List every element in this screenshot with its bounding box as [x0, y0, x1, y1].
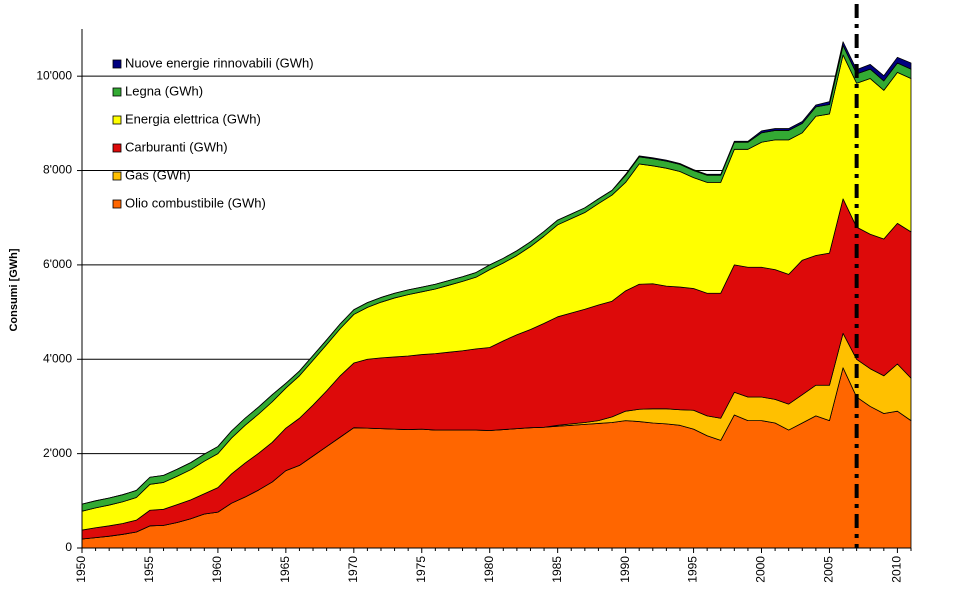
- legend-label: Carburanti (GWh): [125, 139, 228, 154]
- legend-label: Gas (GWh): [125, 167, 191, 182]
- legend-label: Energia elettrica (GWh): [125, 111, 261, 126]
- y-tick-label: 2'000: [43, 446, 72, 460]
- x-tick-label: 2005: [822, 556, 836, 583]
- legend-swatch: [112, 199, 122, 209]
- x-tick-label: 1960: [210, 556, 224, 583]
- legend-swatch: [112, 59, 122, 69]
- x-tick-label: 1970: [346, 556, 360, 583]
- x-tick-label: 1950: [74, 556, 88, 583]
- y-tick-label: 0: [65, 540, 72, 554]
- x-tick-label: 1955: [142, 556, 156, 583]
- y-axis-label: Consumi [GWh]: [8, 248, 20, 331]
- legend-swatch: [112, 171, 122, 181]
- legend-label: Legna (GWh): [125, 83, 203, 98]
- legend-swatch: [112, 143, 122, 153]
- x-tick-label: 2010: [890, 556, 904, 583]
- legend-label: Olio combustibile (GWh): [125, 195, 266, 210]
- x-tick-label: 1995: [686, 556, 700, 583]
- legend-label: Nuove energie rinnovabili (GWh): [125, 55, 314, 70]
- y-tick-label: 8'000: [43, 163, 72, 177]
- y-tick-label: 6'000: [43, 257, 72, 271]
- legend-swatch: [112, 115, 122, 125]
- legend-swatch: [112, 87, 122, 97]
- y-tick-label: 4'000: [43, 351, 72, 365]
- area: [81, 41, 912, 505]
- x-tick-label: 2000: [754, 556, 768, 583]
- x-tick-label: 1975: [414, 556, 428, 583]
- x-tick-label: 1990: [618, 556, 632, 583]
- y-tick-label: 10'000: [36, 68, 72, 82]
- x-tick-label: 1980: [482, 556, 496, 583]
- x-tick-label: 1985: [550, 556, 564, 583]
- x-tick-label: 1965: [278, 556, 292, 583]
